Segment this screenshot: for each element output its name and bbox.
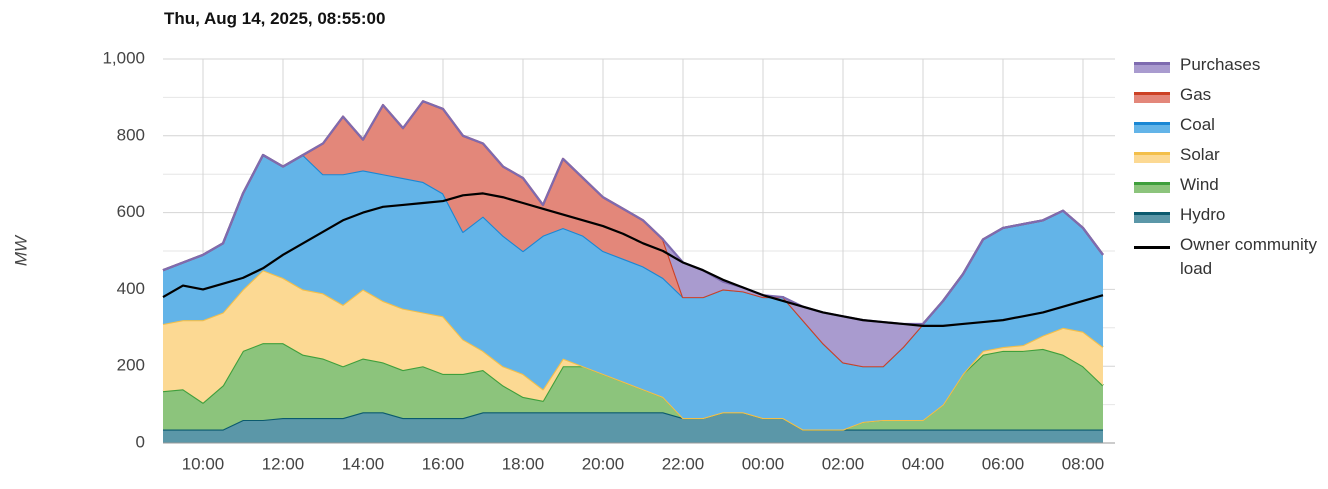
legend-label: Hydro	[1180, 205, 1226, 224]
y-tick-label: 400	[117, 279, 145, 298]
x-tick-label: 10:00	[182, 454, 225, 473]
legend-swatch	[1134, 246, 1170, 249]
legend-swatch	[1134, 152, 1170, 163]
x-tick-label: 00:00	[742, 454, 785, 473]
legend-label: Solar	[1180, 145, 1220, 164]
legend-item: Purchases	[1134, 55, 1324, 87]
legend-label: Coal	[1180, 115, 1215, 134]
area	[163, 155, 1103, 430]
x-tick-label: 20:00	[582, 454, 625, 473]
legend-item: Gas	[1134, 85, 1324, 117]
legend-swatch	[1134, 212, 1170, 223]
legend-swatch	[1134, 92, 1170, 103]
legend-label: Owner community load	[1180, 235, 1317, 278]
legend-swatch	[1134, 62, 1170, 73]
x-tick-label: 08:00	[1062, 454, 1105, 473]
legend-item: Solar	[1134, 145, 1324, 177]
legend-swatch	[1134, 122, 1170, 133]
legend-item: Wind	[1134, 175, 1324, 207]
area-edge	[162, 100, 1104, 326]
x-tick-label: 18:00	[502, 454, 545, 473]
x-tick-label: 22:00	[662, 454, 705, 473]
chart-title: Thu, Aug 14, 2025, 08:55:00	[164, 9, 386, 28]
legend-item: Owner community load	[1134, 235, 1324, 278]
line	[162, 192, 1104, 327]
legend-item: Hydro	[1134, 205, 1324, 237]
legend-label: Gas	[1180, 85, 1212, 104]
x-tick-label: 02:00	[822, 454, 865, 473]
area	[163, 412, 1103, 443]
legend: Purchases Gas Coal Solar Wind Hydro Owner comm…	[1134, 55, 1324, 278]
y-tick-label: 0	[136, 432, 145, 451]
x-tick-label: 12:00	[262, 454, 305, 473]
area	[163, 101, 1103, 367]
x-tick-label: 14:00	[342, 454, 385, 473]
y-tick-label: 1,000	[102, 48, 145, 67]
y-tick-label: 200	[117, 356, 145, 375]
x-tick-label: 04:00	[902, 454, 945, 473]
legend-label: Purchases	[1180, 55, 1261, 74]
y-tick-label: 600	[117, 202, 145, 221]
y-tick-label: 800	[117, 125, 145, 144]
legend-label: Wind	[1180, 175, 1219, 194]
legend-swatch	[1134, 182, 1170, 193]
area	[163, 270, 1103, 430]
x-tick-label: 06:00	[982, 454, 1025, 473]
y-axis-label: MW	[11, 234, 30, 266]
legend-item: Coal	[1134, 115, 1324, 147]
x-tick-label: 16:00	[422, 454, 465, 473]
